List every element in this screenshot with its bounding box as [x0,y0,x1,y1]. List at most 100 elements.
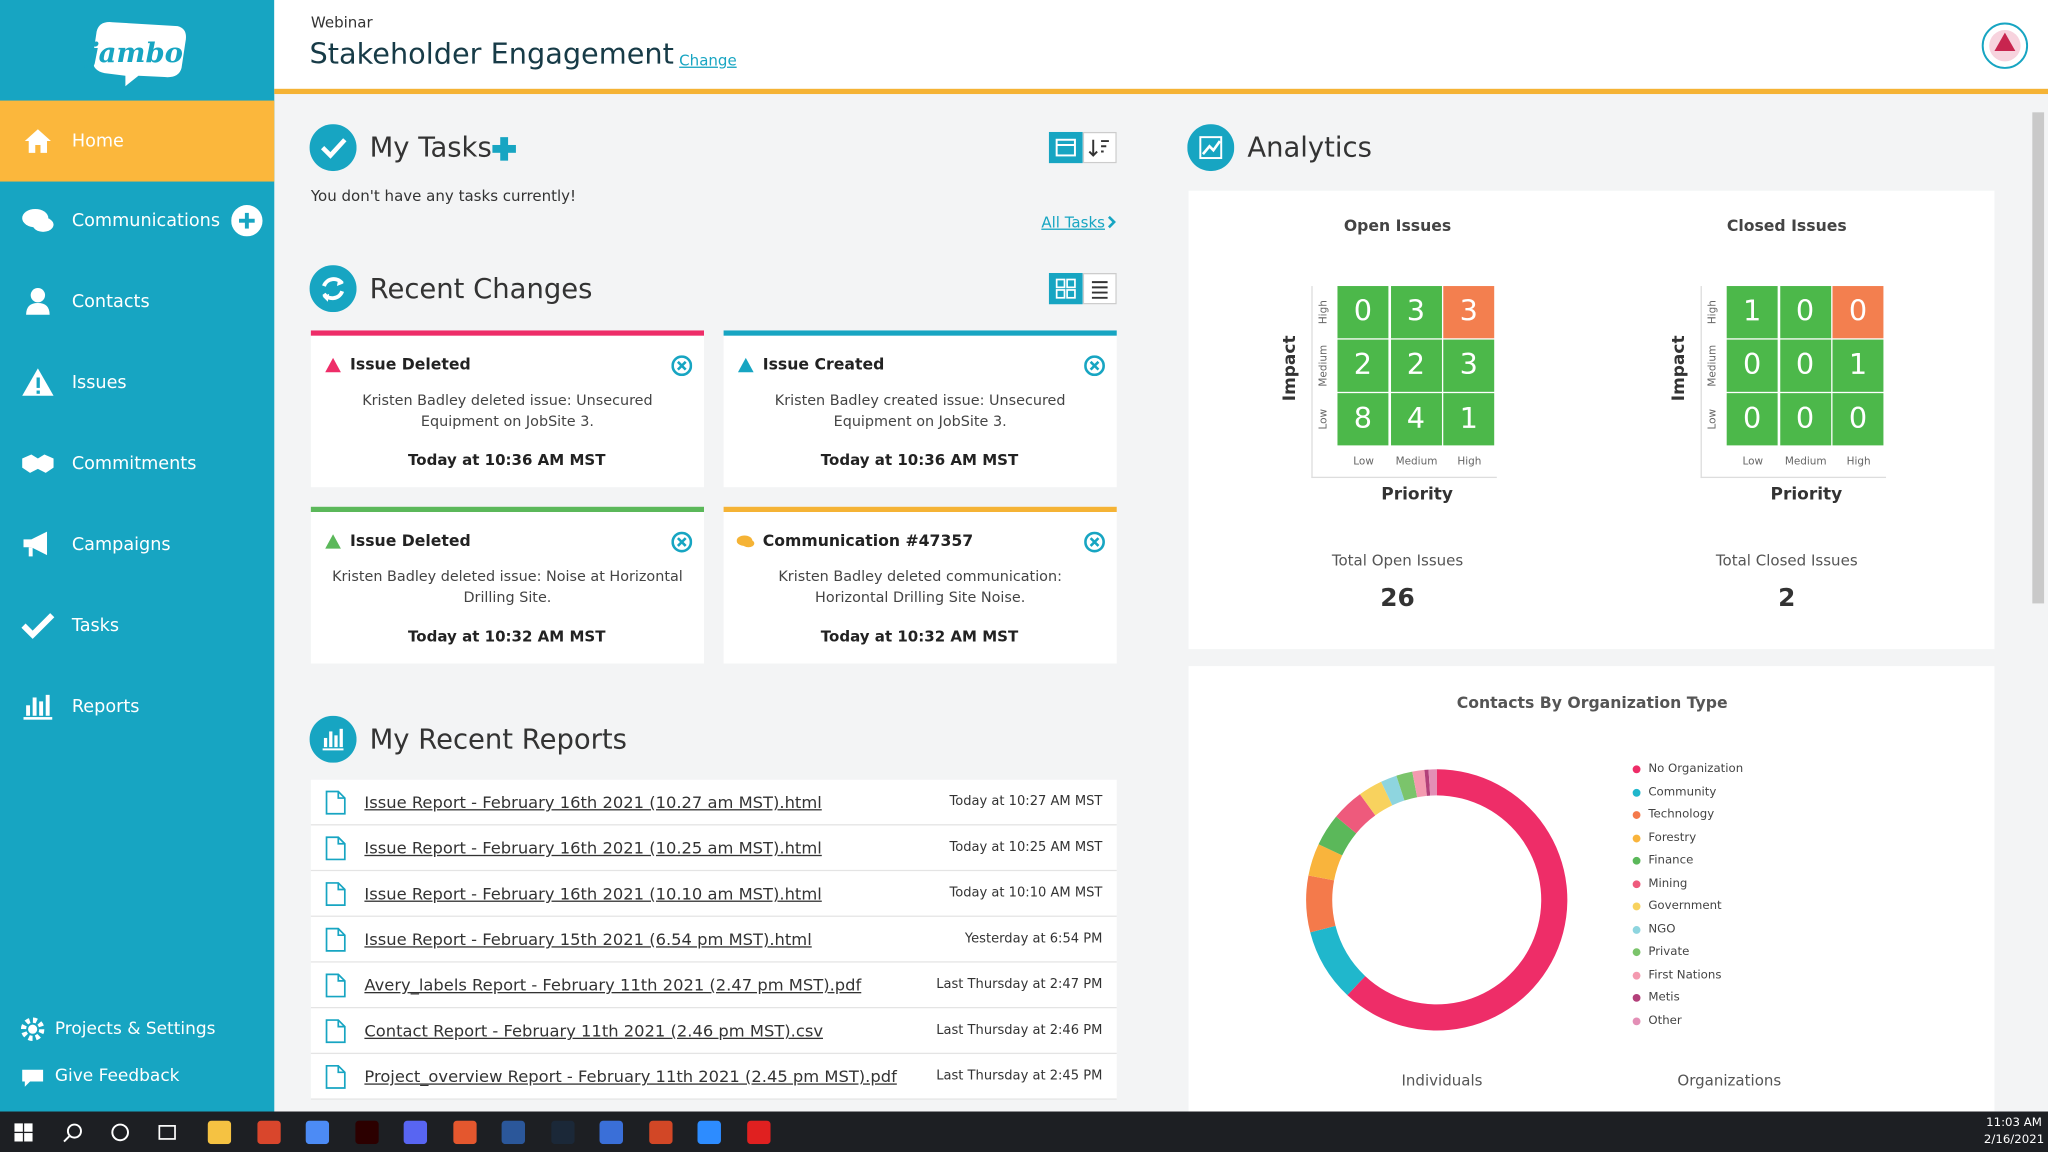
report-row[interactable]: Project_overview Report - February 11th … [310,1054,1117,1100]
matrix-cell-value: 1 [1459,402,1478,436]
nav-item[interactable]: Issues [71,372,127,394]
icon-part [36,377,40,388]
report-row[interactable]: Avery_labels Report - February 11th 2021… [310,962,1117,1009]
matrix-cell: 8 [1337,393,1389,446]
icon-part [325,973,346,998]
matrix-cell-value: 2 [1406,349,1425,383]
report-row[interactable]: Contact Report - February 11th 2021 (2.4… [310,1008,1117,1055]
taskbar-app[interactable] [550,1120,575,1145]
matrix-cell-value: 0 [1795,295,1815,329]
icon-part [325,1019,346,1044]
icon-part [256,1120,281,1145]
report-link[interactable]: Issue Report - February 16th 2021 (10.25… [364,837,822,858]
icon-part [452,1120,477,1145]
matrix-cell: 0 [1779,339,1831,392]
report-row[interactable]: Issue Report - February 15th 2021 (6.54 … [310,916,1117,963]
donut-segment [1318,816,1357,856]
report-link[interactable]: Avery_labels Report - February 11th 2021… [364,975,862,995]
add-communication-button[interactable] [231,205,263,237]
add-task-button[interactable] [490,135,519,164]
taskbar-app[interactable] [256,1120,281,1145]
cortana-button[interactable] [110,1122,131,1143]
dismiss-button[interactable] [1084,531,1105,553]
grid-view-button[interactable] [1048,272,1083,305]
report-link[interactable]: Issue Report - February 15th 2021 (6.54 … [364,929,812,949]
legend-label: Private [1648,945,1690,959]
icon-part [742,539,755,548]
icon-part [1082,272,1117,305]
file-icon [325,927,346,952]
donut-segment [1347,769,1568,1031]
nav-item[interactable]: Reports [71,696,140,718]
icon-part [1091,281,1108,299]
matrix-col-label: Low [1353,455,1374,467]
nav-footer-item[interactable]: Projects & Settings [54,1019,216,1040]
icon-part [26,303,50,315]
report-link[interactable]: Project_overview Report - February 11th … [364,1066,897,1087]
matrix-cell-value: 1 [1848,349,1868,383]
report-row[interactable]: Issue Report - February 16th 2021 (10.10… [310,871,1117,917]
report-link[interactable]: Issue Report - February 16th 2021 (10.10… [364,883,822,904]
icon-part [39,701,44,716]
change-link[interactable]: Change [679,50,737,70]
taskbar-app[interactable] [403,1120,428,1145]
total-value: 26 [1380,583,1415,613]
nav-item[interactable]: Communications [71,210,221,232]
legend-label: Government [1648,899,1722,913]
sort-button[interactable] [1082,131,1117,164]
calendar-button[interactable] [1048,131,1083,164]
report-time: Today at 10:10 AM MST [949,886,1103,901]
legend-swatch [1632,856,1641,865]
section-icon [1187,124,1235,172]
taskbar-app[interactable] [501,1120,526,1145]
section-icon [309,124,357,172]
report-time: Yesterday at 6:54 PM [964,931,1103,947]
legend-label: No Organization [1648,762,1744,776]
icon-part [111,1123,129,1142]
icon-part [20,1017,45,1041]
icon-part [403,1120,428,1145]
taskbar-app[interactable] [207,1120,232,1145]
nav-item[interactable]: Home [71,130,124,152]
icon-part [92,22,186,87]
user-avatar[interactable] [1981,22,2029,69]
icon-part [337,791,345,799]
nav-item[interactable]: Tasks [71,615,120,637]
taskbar-app[interactable] [452,1120,477,1145]
contacts-footer-label: Organizations [1677,1071,1782,1090]
taskbar-app[interactable] [354,1120,379,1145]
all-tasks-link[interactable]: All Tasks [1041,212,1105,232]
nav-item[interactable]: Campaigns [71,534,171,556]
taskview-button[interactable] [157,1122,178,1143]
card-time: Today at 10:32 AM MST [820,626,1019,646]
report-row[interactable]: Issue Report - February 16th 2021 (10.25… [310,825,1117,872]
nav-item[interactable]: Contacts [71,291,150,313]
list-view-button[interactable] [1082,272,1117,305]
taskbar-app[interactable] [305,1120,330,1145]
nav-icon [23,694,53,720]
donut-segment [1412,769,1427,798]
icon-part [1048,131,1083,164]
taskbar-app[interactable] [648,1120,672,1145]
icon-part [21,613,55,639]
nav-item[interactable]: Commitments [71,453,197,475]
start-button[interactable] [14,1123,33,1142]
report-row[interactable]: Issue Report - February 16th 2021 (10.27… [310,779,1117,826]
matrix-cell: 0 [1832,393,1884,446]
nav-footer-item[interactable]: Give Feedback [54,1066,180,1087]
dismiss-button[interactable] [671,531,693,553]
report-link[interactable]: Contact Report - February 11th 2021 (2.4… [364,1020,823,1041]
report-time: Last Thursday at 2:45 PM [936,1069,1103,1084]
taskbar-app[interactable] [697,1120,721,1145]
taskbar-app[interactable] [599,1120,624,1145]
donut-segment [1396,771,1418,801]
dismiss-button[interactable] [1084,355,1105,377]
report-link[interactable]: Issue Report - February 16th 2021 (10.27… [364,792,822,812]
header-rule [274,88,2048,95]
icon-part [648,1120,672,1145]
search-button[interactable] [63,1122,84,1143]
taskbar-app[interactable] [746,1120,770,1145]
matrix-cell: 3 [1390,286,1442,339]
dismiss-button[interactable] [671,355,693,377]
